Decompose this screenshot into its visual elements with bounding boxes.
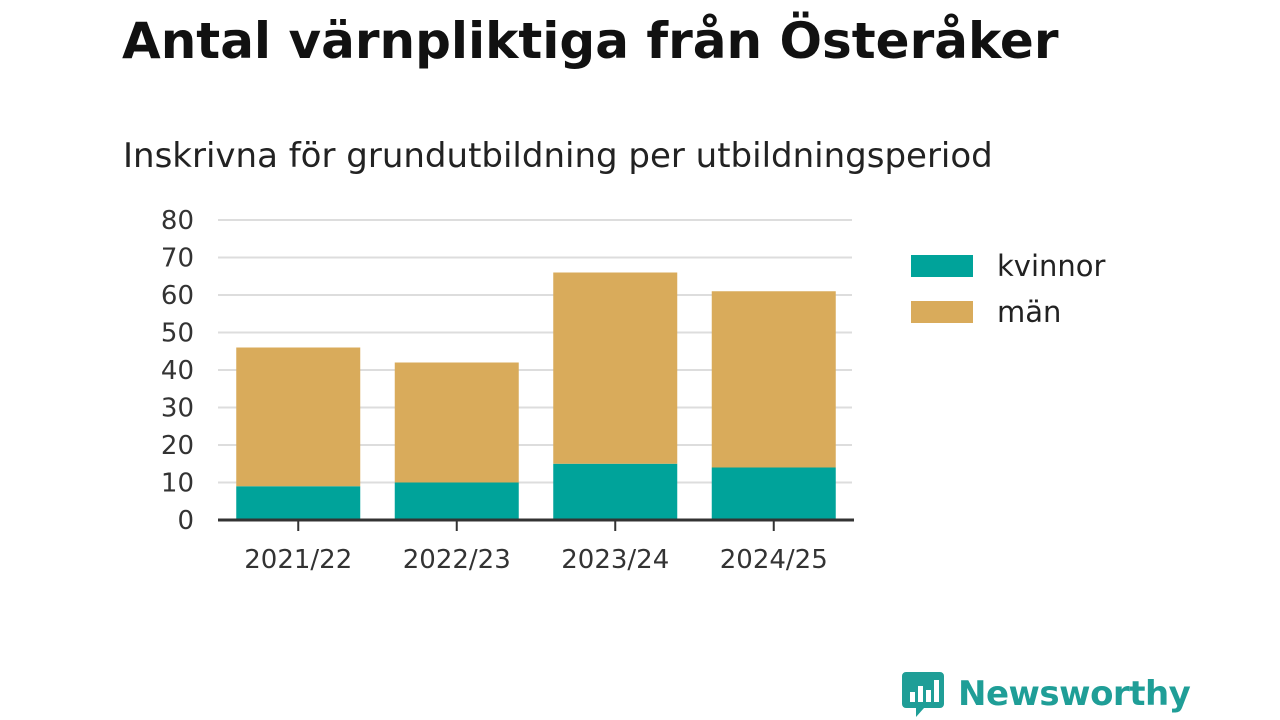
y-tick-label: 80 [161, 206, 194, 236]
bar-chart-speech-bubble-icon [902, 672, 944, 717]
x-tick-label: 2023/24 [561, 545, 669, 575]
newsworthy-logo: Newsworthy [902, 670, 1191, 718]
bar-kvinnor-2021-22 [236, 486, 361, 520]
logo-text: Newsworthy [958, 674, 1191, 714]
y-tick-label: 40 [161, 356, 194, 386]
x-tick-label: 2024/25 [720, 545, 828, 575]
legend-swatch-man [911, 301, 973, 323]
y-axis-ticks: 0 10 20 30 40 50 60 70 80 [161, 206, 194, 536]
bars [236, 272, 836, 520]
legend: kvinnor män [911, 249, 1106, 329]
y-tick-label: 70 [161, 244, 194, 274]
legend-swatch-kvinnor [911, 255, 973, 277]
bar-man-2024-25 [711, 291, 836, 468]
y-tick-label: 50 [161, 319, 194, 349]
x-tick-label: 2022/23 [403, 545, 511, 575]
bar-man-2023-24 [553, 272, 678, 464]
bar-kvinnor-2023-24 [553, 463, 678, 520]
chart-subtitle: Inskrivna för grundutbildning per utbild… [123, 136, 993, 176]
bar-man-2021-22 [236, 347, 361, 487]
bar-kvinnor-2022-23 [394, 482, 519, 520]
y-tick-label: 60 [161, 281, 194, 311]
bar-kvinnor-2024-25 [711, 467, 836, 520]
bar-man-2022-23 [394, 362, 519, 483]
x-axis: 2021/22 2022/23 2023/24 2024/25 [218, 518, 854, 575]
x-tick-label: 2021/22 [244, 545, 352, 575]
chart-title: Antal värnpliktiga från Österåker [122, 12, 1059, 70]
y-tick-label: 30 [161, 394, 194, 424]
y-tick-label: 20 [161, 431, 194, 461]
legend-label-man: män [997, 295, 1061, 329]
legend-label-kvinnor: kvinnor [997, 249, 1106, 283]
y-tick-label: 10 [161, 469, 194, 499]
y-tick-label: 0 [177, 506, 194, 536]
